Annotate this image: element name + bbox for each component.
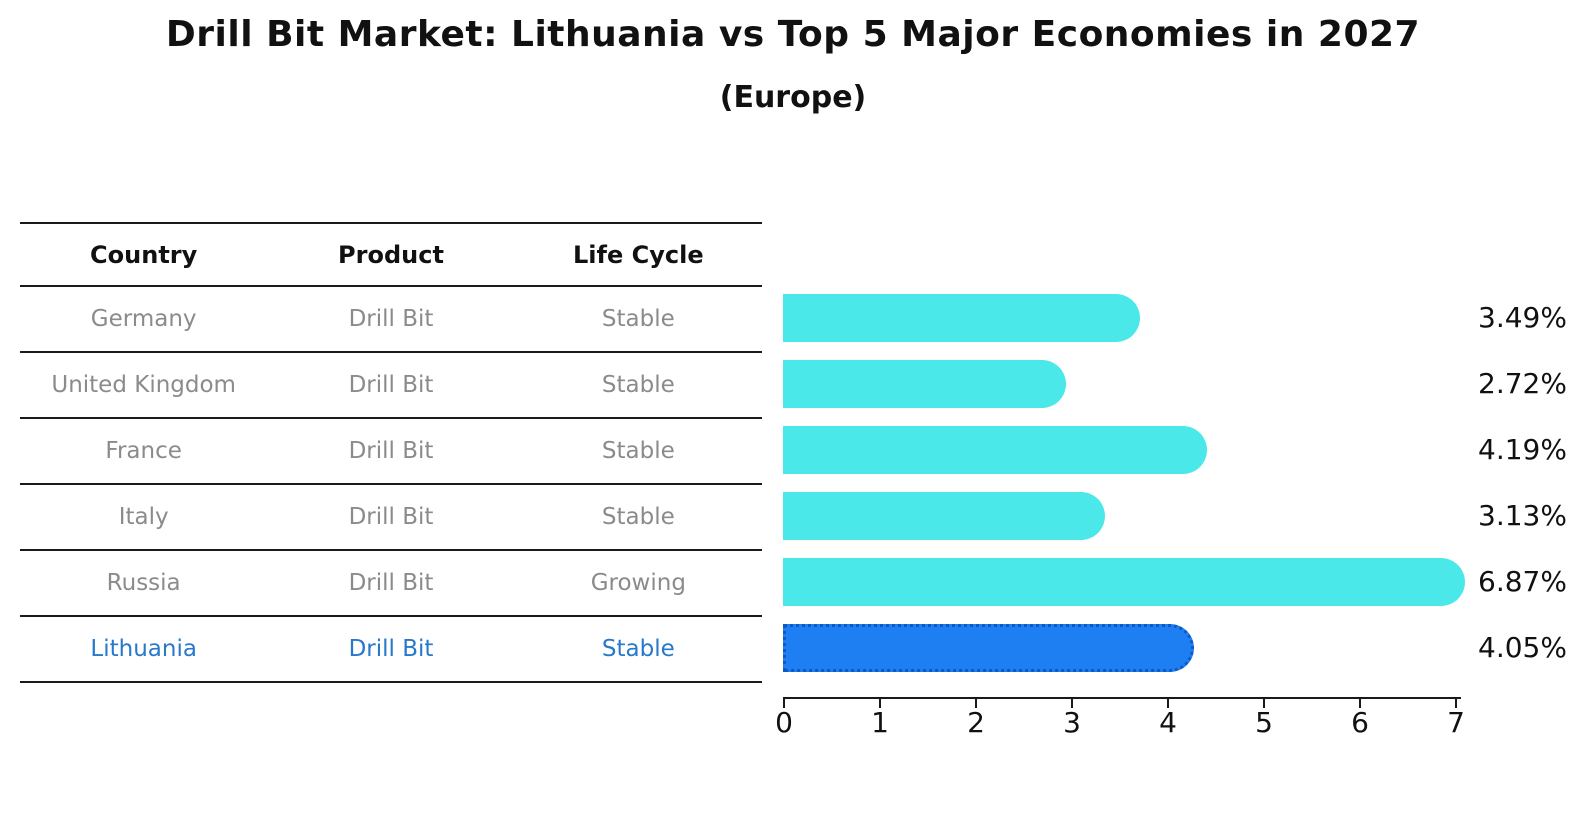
cell-product: Drill Bit [348,306,434,332]
cell-life-cycle: Stable [601,372,675,398]
cell-country: Lithuania [90,636,197,662]
x-axis-tick [1167,699,1169,708]
cell-life-cycle: Stable [601,306,675,332]
x-axis-tick [1455,699,1457,708]
x-axis-tick [975,699,977,708]
x-axis-tick-label: 0 [775,706,793,739]
bar-germany [783,294,1141,342]
x-axis-tick [1359,699,1361,708]
cell-life-cycle: Stable [601,636,675,662]
cell-country: Germany [90,306,197,332]
x-axis-tick-label: 3 [1063,706,1081,739]
table-row-italy: Italy Drill Bit Stable [20,485,762,551]
value-label-germany: 3.49% [1478,301,1567,334]
cell-product: Drill Bit [348,372,434,398]
x-axis-tick-label: 7 [1447,706,1465,739]
table-row-france: France Drill Bit Stable [20,419,762,485]
value-label-united-kingdom: 2.72% [1478,367,1567,400]
cell-life-cycle: Growing [590,570,686,596]
table-row-germany: Germany Drill Bit Stable [20,287,762,353]
cell-product: Drill Bit [348,504,434,530]
table-row-russia: Russia Drill Bit Growing [20,551,762,617]
x-axis-line [783,697,1461,699]
column-header-life-cycle: Life Cycle [573,240,704,269]
table-body: Germany Drill Bit Stable United Kingdom Dril… [20,287,762,683]
cell-life-cycle: Stable [601,438,675,464]
bar-russia [783,558,1465,606]
table-row-united-kingdom: United Kingdom Drill Bit Stable [20,353,762,419]
x-axis-tick-label: 1 [871,706,889,739]
x-axis-tick [879,699,881,708]
cell-life-cycle: Stable [601,504,675,530]
x-axis-tick [783,699,785,708]
cell-country: France [105,438,182,464]
cell-country: Italy [118,504,169,530]
value-label-lithuania: 4.05% [1478,631,1567,664]
x-axis-tick [1263,699,1265,708]
chart-subtitle: (Europe) [719,80,867,115]
column-header-product: Product [338,240,444,269]
cell-product: Drill Bit [348,438,434,464]
table-row-lithuania: Lithuania Drill Bit Stable [20,617,762,683]
x-axis-tick [1071,699,1073,708]
cell-product: Drill Bit [348,636,434,662]
column-header-country: Country [90,240,198,269]
bar-france [783,426,1208,474]
value-label-russia: 6.87% [1478,565,1567,598]
cell-country: United Kingdom [51,372,236,398]
cell-product: Drill Bit [348,570,434,596]
value-label-france: 4.19% [1478,433,1567,466]
country-table: Country Product Life Cycle Germany Drill … [20,222,762,683]
x-axis-tick-label: 6 [1351,706,1369,739]
x-axis-tick-label: 2 [967,706,985,739]
chart-title: Drill Bit Market: Lithuania vs Top 5 Maj… [165,14,1421,55]
cell-country: Russia [106,570,181,596]
table-header-row: Country Product Life Cycle [20,224,762,287]
x-axis-tick-label: 5 [1255,706,1273,739]
x-axis-tick-label: 4 [1159,706,1177,739]
bar-united-kingdom [783,360,1067,408]
bar-lithuania [783,624,1194,672]
bar-italy [783,492,1106,540]
value-label-italy: 3.13% [1478,499,1567,532]
